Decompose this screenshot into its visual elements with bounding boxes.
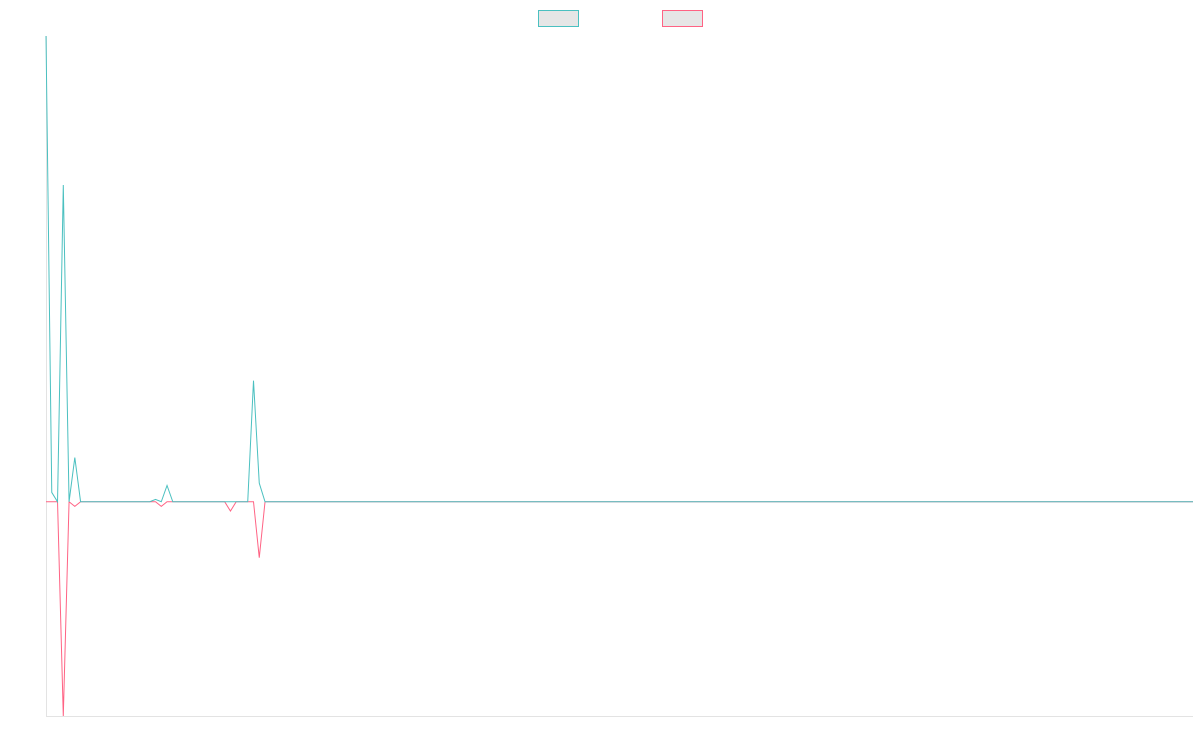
- legend-swatch-2[interactable]: [662, 10, 703, 27]
- legend: [538, 10, 703, 27]
- legend-swatch-1[interactable]: [538, 10, 579, 27]
- axes: [46, 36, 1193, 717]
- series-line-2: [46, 500, 1193, 717]
- series-layer: [45, 35, 1193, 717]
- series-line-1: [45, 35, 1193, 504]
